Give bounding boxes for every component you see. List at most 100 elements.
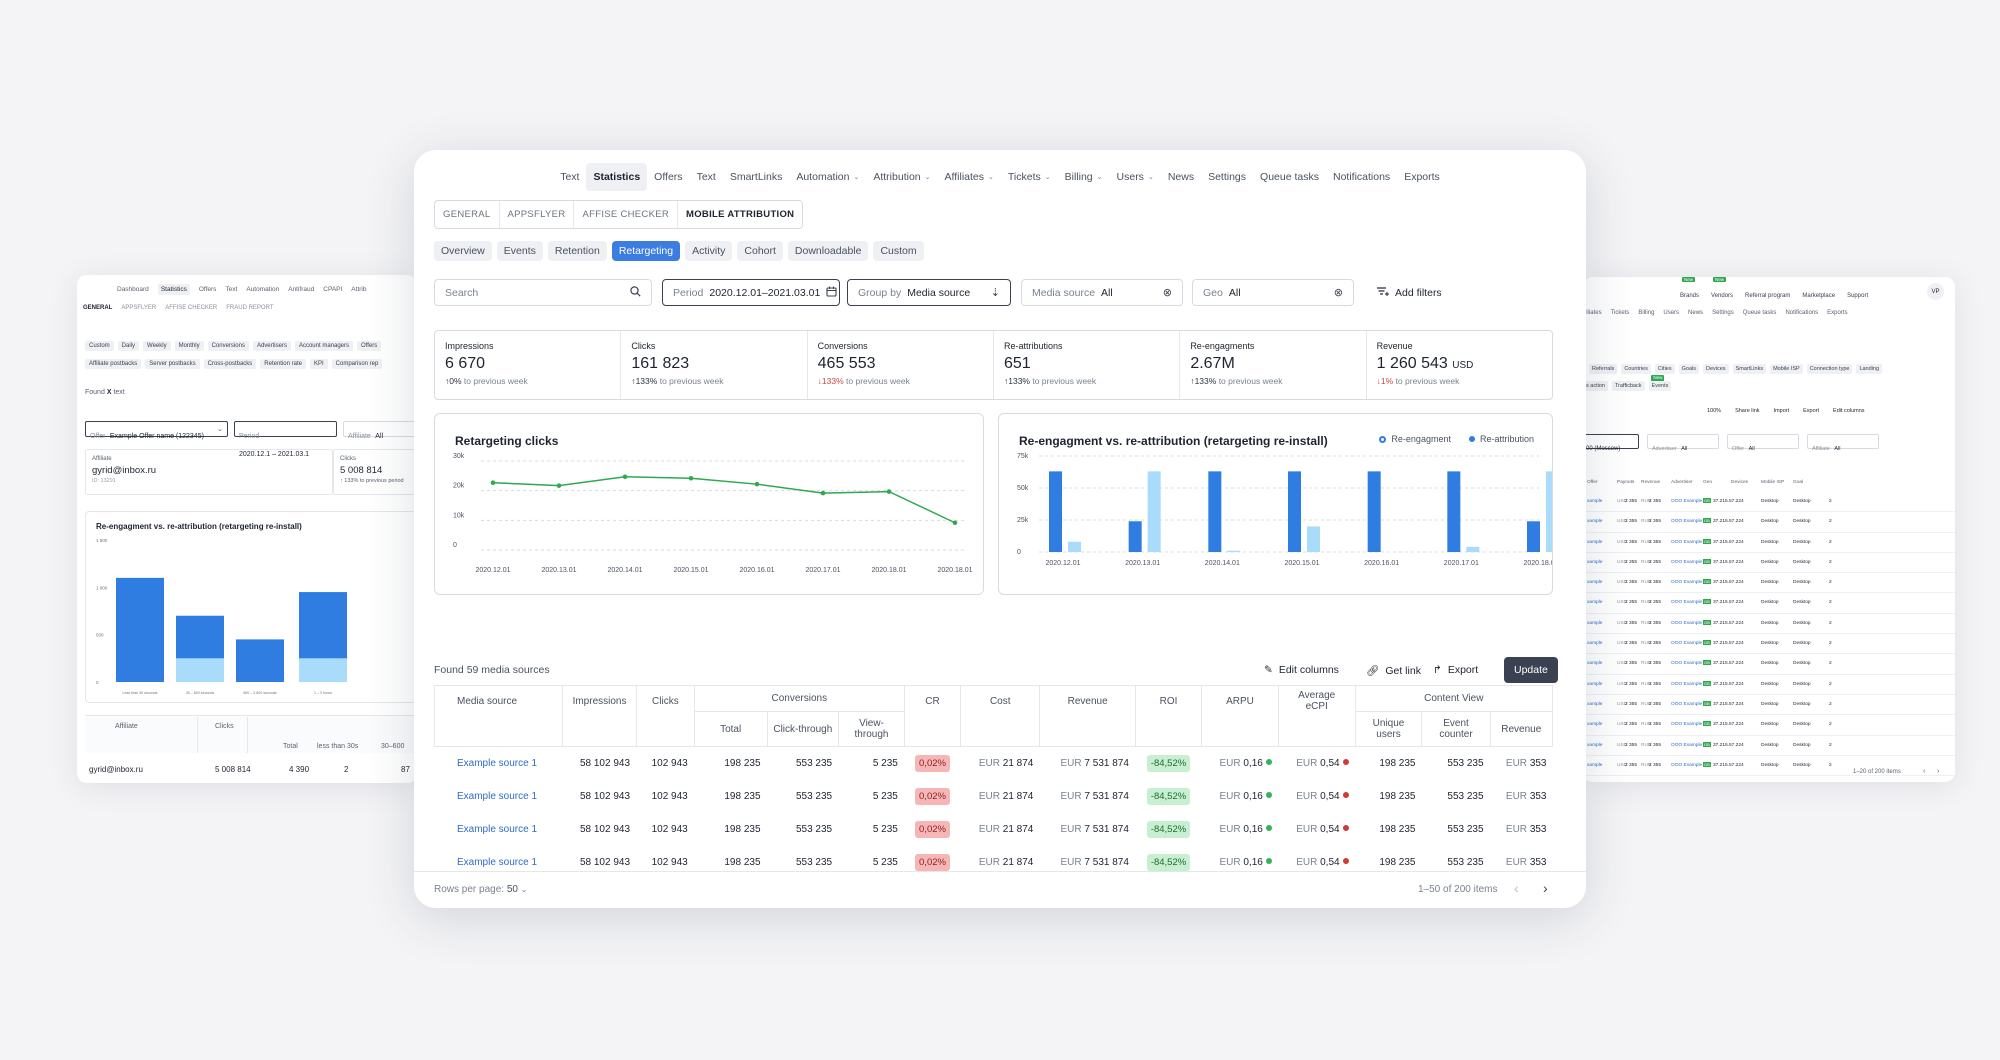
subtab-custom[interactable]: Custom — [873, 241, 924, 261]
subtab-events[interactable]: Events — [496, 241, 543, 261]
right-timezone-field[interactable]: 00 (Moscow) — [1583, 434, 1639, 452]
col-view-through[interactable]: View-through — [838, 711, 905, 747]
left-nav-item[interactable]: Attrib — [351, 285, 367, 293]
left-nav-item[interactable]: Statistics — [157, 283, 190, 295]
table-row[interactable]: gyrid@inbox.ru — [89, 765, 143, 774]
update-button[interactable]: Update — [1504, 657, 1558, 683]
right-nav-item[interactable]: Queue tasks — [1742, 310, 1777, 316]
right-top-link[interactable]: Marketplace — [1802, 284, 1835, 302]
table-row[interactable]: xample USD 2 355 RUB 2 355 OOO Example 37.215.… — [1583, 492, 1955, 513]
table-row[interactable]: xample USD 2 355 RUB 2 355 OOO Example 37.215.… — [1583, 614, 1955, 635]
table-row[interactable]: xample USD 2 355 RUB 2 355 OOO Example 37.215.… — [1583, 573, 1955, 594]
right-tool-button[interactable]: Edit columns — [1833, 408, 1865, 414]
col-content-revenue[interactable]: Revenue — [1489, 711, 1554, 747]
bar-reattribution[interactable] — [1068, 541, 1081, 552]
line-point[interactable] — [622, 474, 628, 480]
chevron-left-icon[interactable]: ‹ — [1923, 768, 1926, 775]
right-top-link[interactable]: Brands New — [1680, 277, 1699, 302]
left-tab[interactable]: FRAUD REPORT — [226, 305, 274, 311]
col-arpu[interactable]: ARPU — [1201, 685, 1279, 747]
col-roi[interactable]: ROI — [1134, 685, 1203, 747]
left-nav-item[interactable]: Antifraud — [288, 285, 315, 293]
col-conversions[interactable]: Conversions — [693, 685, 905, 712]
col-total[interactable]: Total — [693, 711, 768, 747]
tab-general[interactable]: GENERAL — [435, 201, 500, 228]
bar-reengagement[interactable] — [1527, 521, 1540, 552]
right-nav-item[interactable]: ffiliates — [1583, 310, 1602, 316]
nav-item[interactable]: Affiliates ⌄ — [938, 163, 1001, 191]
search-input[interactable]: Search — [434, 279, 652, 306]
right-chip[interactable]: s action — [1583, 381, 1608, 391]
left-chip[interactable]: Retention rate — [260, 359, 306, 369]
left-nav-item[interactable]: CPAPI — [323, 285, 343, 293]
media-source-link[interactable]: Example source 1 — [457, 790, 538, 802]
right-top-link[interactable]: Vendors New — [1711, 277, 1733, 302]
right-chip[interactable]: Cities — [1654, 364, 1675, 374]
chevron-right-icon[interactable]: › — [1937, 768, 1940, 775]
left-chip[interactable]: Server postbacks — [145, 359, 200, 369]
table-row[interactable]: xample USD 2 355 RUB 2 355 OOO Example 37.215.… — [1583, 512, 1955, 533]
nav-item[interactable]: Notifications — [1326, 163, 1397, 191]
group-by-field[interactable]: Group by Media source ⇣ — [847, 279, 1011, 306]
right-col-header[interactable]: Offer — [1587, 480, 1598, 485]
right-chip[interactable]: Trafficback — [1611, 381, 1645, 391]
nav-item[interactable]: Attribution ⌄ — [866, 163, 937, 191]
right-nav-item[interactable]: Billing — [1638, 310, 1655, 316]
right-chip[interactable]: Connection type — [1806, 364, 1853, 374]
table-row[interactable]: xample USD 2 355 RUB 2 355 OOO Example 37.215.… — [1583, 593, 1955, 614]
right-chip[interactable]: Mobile ISP — [1770, 364, 1803, 374]
left-tab[interactable]: AFFISE CHECKER — [165, 305, 218, 311]
col-impressions[interactable]: Impressions — [561, 685, 638, 747]
right-chip[interactable]: Goals — [1678, 364, 1699, 374]
left-chip[interactable]: Weekly — [143, 341, 171, 351]
left-tab[interactable]: APPSFLYER — [121, 305, 157, 311]
right-chip[interactable]: Landing — [1856, 364, 1883, 374]
col-click-through[interactable]: Click-through — [766, 711, 840, 747]
right-col-header[interactable]: Advertiser — [1671, 480, 1693, 485]
right-filter-field[interactable]: Advertiser All — [1647, 434, 1719, 452]
bar-reattribution[interactable] — [1466, 546, 1480, 552]
nav-item[interactable]: Users ⌄ — [1110, 163, 1161, 191]
line-point[interactable] — [556, 483, 562, 488]
bar-reattribution[interactable] — [1307, 526, 1320, 552]
nav-item[interactable]: Exports — [1397, 163, 1447, 191]
left-affiliate-field[interactable]: Affiliate All — [343, 421, 417, 440]
right-chip[interactable]: SmartLinks — [1732, 364, 1767, 374]
table-row[interactable]: Example source 1 58 102 943 102 943 198 235… — [435, 780, 1553, 813]
clear-icon[interactable]: ⊗ — [1162, 287, 1172, 299]
nav-item[interactable]: Statistics — [586, 163, 648, 191]
left-chip[interactable]: Offers — [357, 341, 382, 351]
subtab-overview[interactable]: Overview — [434, 241, 492, 261]
chevron-left-icon[interactable]: ‹ — [1514, 880, 1519, 896]
bar-reengagement[interactable] — [1367, 471, 1381, 552]
left-chip[interactable]: Account managers — [294, 341, 353, 351]
left-nav-item[interactable]: Text — [225, 285, 238, 293]
media-source-link[interactable]: Example source 1 — [457, 856, 538, 868]
right-filter-field[interactable]: Affiliate All — [1807, 434, 1879, 452]
right-col-header[interactable]: Payouts — [1617, 480, 1635, 485]
rows-per-page[interactable]: Rows per page: 50 ⌄ — [434, 884, 528, 895]
table-row[interactable]: xample USD 2 355 RUB 2 355 OOO Example 37.215.… — [1583, 675, 1955, 695]
tab-appsflyer[interactable]: APPSFLYER — [500, 201, 575, 228]
right-chip[interactable]: Referrals — [1589, 364, 1618, 374]
nav-item[interactable]: Billing ⌄ — [1058, 163, 1110, 191]
col-event-counter[interactable]: Event counter — [1421, 711, 1491, 747]
line-point[interactable] — [688, 475, 694, 481]
right-col-header[interactable]: Geo — [1703, 480, 1713, 485]
subtab-downloadable[interactable]: Downloadable — [787, 241, 869, 261]
chevron-right-icon[interactable]: › — [1543, 880, 1548, 896]
bar-reengagement[interactable] — [1128, 521, 1142, 552]
col-unique-users[interactable]: Unique users — [1354, 711, 1423, 747]
bar-reattribution[interactable] — [1546, 471, 1552, 552]
right-col-header[interactable]: Revenue — [1641, 480, 1661, 485]
line-point[interactable] — [952, 520, 958, 526]
line-point[interactable] — [490, 480, 496, 485]
subtab-activity[interactable]: Activity — [685, 241, 733, 261]
left-chip[interactable]: Cross-postbacks — [203, 359, 257, 369]
right-col-header[interactable]: Devices — [1731, 480, 1749, 485]
table-row[interactable]: xample USD 2 355 RUB 2 355 OOO Example 37.215.… — [1583, 736, 1955, 756]
right-nav-item[interactable]: Settings — [1712, 310, 1734, 316]
edit-columns-button[interactable]: ✎ Edit columns — [1264, 664, 1339, 676]
right-filter-field[interactable]: Offer All — [1727, 434, 1799, 452]
nav-item[interactable]: SmartLinks — [723, 163, 790, 191]
